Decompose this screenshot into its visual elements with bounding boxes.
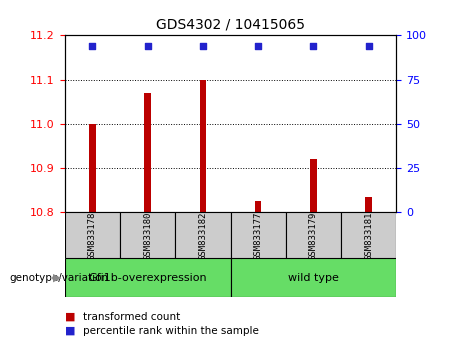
Bar <box>230 258 396 297</box>
Bar <box>89 124 95 212</box>
Text: GSM833182: GSM833182 <box>198 211 207 259</box>
Text: ■: ■ <box>65 312 75 322</box>
Text: percentile rank within the sample: percentile rank within the sample <box>83 326 259 336</box>
Bar <box>144 93 151 212</box>
Bar <box>286 212 341 258</box>
Title: GDS4302 / 10415065: GDS4302 / 10415065 <box>156 17 305 32</box>
Bar <box>175 212 230 258</box>
Bar <box>230 212 286 258</box>
Point <box>199 44 207 49</box>
Text: GSM833177: GSM833177 <box>254 211 263 259</box>
Text: genotype/variation: genotype/variation <box>9 273 108 283</box>
Point <box>365 44 372 49</box>
Text: transformed count: transformed count <box>83 312 180 322</box>
Point <box>89 44 96 49</box>
Text: GSM833178: GSM833178 <box>88 211 97 259</box>
Text: ▶: ▶ <box>53 273 62 283</box>
Point <box>144 44 151 49</box>
Bar <box>65 258 230 297</box>
Bar <box>200 80 206 212</box>
Text: Gfi1b-overexpression: Gfi1b-overexpression <box>88 273 207 283</box>
Text: GSM833181: GSM833181 <box>364 211 373 259</box>
Text: ■: ■ <box>65 326 75 336</box>
Bar <box>65 212 120 258</box>
Bar <box>255 201 261 212</box>
Text: GSM833180: GSM833180 <box>143 211 152 259</box>
Text: wild type: wild type <box>288 273 339 283</box>
Bar <box>120 212 175 258</box>
Bar <box>366 197 372 212</box>
Bar <box>310 159 317 212</box>
Bar <box>341 212 396 258</box>
Point <box>310 44 317 49</box>
Text: GSM833179: GSM833179 <box>309 211 318 259</box>
Point <box>254 44 262 49</box>
